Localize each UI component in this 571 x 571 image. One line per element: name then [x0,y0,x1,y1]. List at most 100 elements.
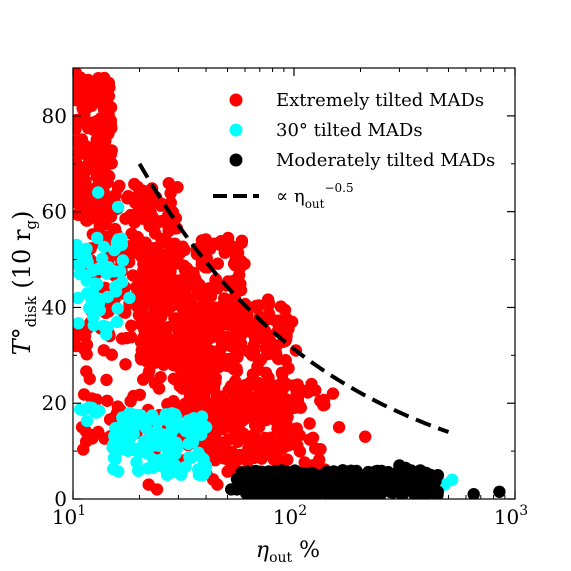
data-point [231,246,245,259]
data-point [114,433,128,446]
data-point [332,421,346,434]
legend: Extremely tilted MADs 30° tilted MADs Mode… [213,90,495,211]
data-point [152,439,166,452]
data-point [97,240,111,254]
data-point [134,211,147,224]
data-point [187,266,200,280]
data-point [110,279,124,292]
data-point [124,395,137,408]
data-point [210,390,224,403]
data-point [83,153,96,166]
data-point [244,434,257,447]
data-point [172,325,185,338]
data-point [83,372,96,385]
data-point [109,452,122,466]
data-point [199,421,213,434]
data-point [295,384,309,397]
data-point [100,328,113,341]
data-point [184,451,197,465]
data-point [137,256,151,269]
data-point [182,305,195,318]
data-point [214,342,227,355]
data-point [254,394,267,407]
data-point [80,348,93,361]
data-point [86,264,99,277]
data-point [161,468,174,482]
data-point [204,312,217,326]
reference-line-layer [137,162,450,434]
data-point [446,473,459,486]
data-point [141,462,154,475]
data-point [215,330,228,343]
data-point [399,461,412,475]
data-point [92,186,105,199]
series-1 [73,186,459,496]
data-point [104,145,117,158]
data-point [92,177,106,190]
data-point [102,76,116,90]
data-point [211,282,224,295]
data-point [379,468,392,482]
data-point [166,438,179,451]
data-point [125,239,138,252]
y-tick-label: 60 [42,200,67,224]
data-point [73,317,85,330]
data-point [125,227,138,240]
data-point [231,350,244,364]
data-point [326,487,339,499]
data-point [329,472,342,485]
data-point [467,488,480,499]
data-point [210,301,223,314]
legend-label: ∝ ηout−0.5 [276,181,354,211]
data-point [161,331,174,344]
data-point [274,300,288,313]
data-point [125,319,138,332]
data-point [209,428,222,441]
y-tick-label: 80 [42,104,67,128]
data-point [208,354,222,368]
data-point [309,442,322,455]
data-point [230,326,244,339]
data-point [100,373,113,387]
data-point [163,344,176,358]
data-point [120,331,133,345]
data-point [193,338,206,352]
data-point [111,200,125,214]
legend-label: 30° tilted MADs [276,120,423,141]
data-point [178,243,191,257]
data-point [265,442,279,455]
data-point [116,254,130,267]
data-point [273,321,287,335]
data-point [96,90,110,103]
data-point [233,268,246,282]
data-point [249,412,262,425]
data-point [171,294,184,307]
series-0 [73,68,372,496]
data-point [126,269,140,282]
data-point [141,439,155,452]
data-point [73,258,83,271]
data-point [359,430,372,443]
data-point [99,121,112,134]
data-point [227,257,241,270]
data-point [102,261,115,274]
data-point [80,338,94,351]
data-point [177,259,191,272]
data-point [303,417,316,430]
data-point [74,71,87,84]
data-point [306,431,320,444]
data-point [231,435,244,448]
data-point [241,380,255,394]
data-points [73,68,506,499]
data-point [192,468,206,481]
data-point [211,478,224,491]
data-point [99,134,112,148]
data-point [80,414,94,428]
data-point [283,400,296,413]
data-point [133,200,146,214]
data-point [384,485,397,499]
data-point [165,407,179,420]
y-axis-label: T°disk (10 rg) [8,211,40,356]
data-point [153,296,166,309]
